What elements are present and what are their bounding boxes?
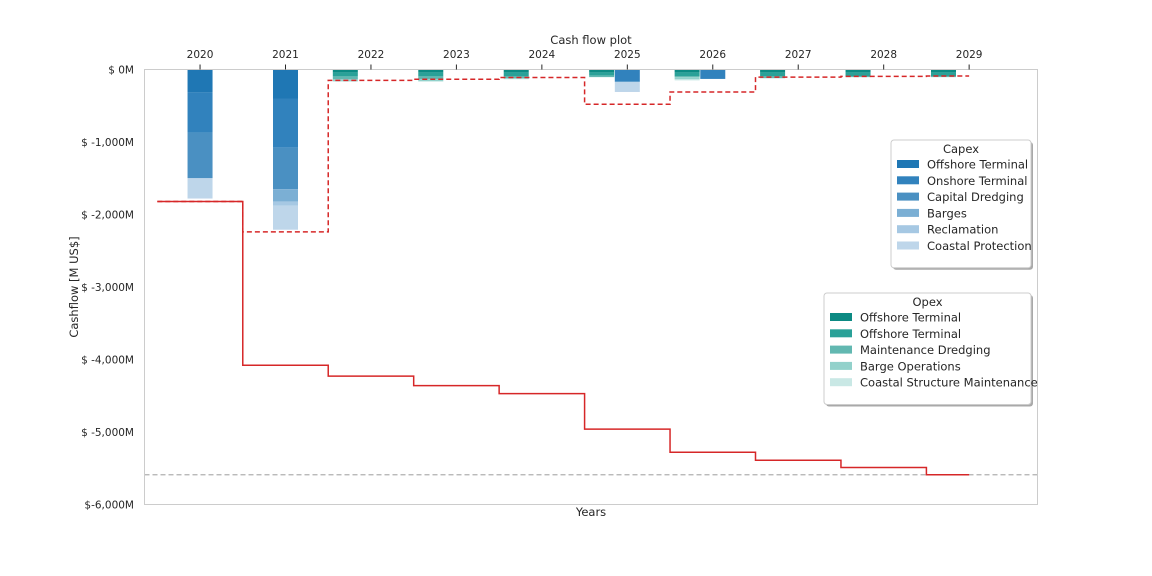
opex-legend-swatch <box>830 329 852 338</box>
opex-bar-2026-2 <box>674 76 700 78</box>
opex-bar-2022-0 <box>332 69 358 73</box>
capex-bar-2021-3 <box>273 189 298 202</box>
opex-bar-2024-3 <box>503 78 529 79</box>
x-tick-label: 2029 <box>956 49 983 61</box>
capex-legend-swatch <box>897 160 919 168</box>
opex-bar-2025-0 <box>589 69 615 73</box>
opex-legend-label: Offshore Terminal <box>860 311 961 325</box>
capex-legend-swatch <box>897 192 919 201</box>
opex-legend-label: Maintenance Dredging <box>860 343 991 357</box>
capex-legend-label: Barges <box>927 206 967 220</box>
capex-legend-label: Capital Dredging <box>927 190 1024 204</box>
y-tick-label: $ -1,000M <box>81 137 134 149</box>
opex-bar-2022-2 <box>332 76 358 80</box>
capex-bar-2020-5 <box>187 178 213 199</box>
opex-bar-2027-2 <box>760 76 786 79</box>
capex-bar-2021-2 <box>273 147 298 190</box>
opex-bar-2028-1 <box>845 72 871 77</box>
opex-legend-swatch <box>830 313 852 321</box>
y-axis: $ 0M $ -1,000M $ -2,000M $ -3,000M $ -4,000M… <box>81 65 134 512</box>
opex-legend-label: Offshore Terminal <box>860 327 961 341</box>
capex-bar-2021-1 <box>273 98 298 148</box>
capex-bar-2025-5 <box>614 81 640 92</box>
opex-bar-2024-1 <box>503 72 529 77</box>
capex-legend: Capex Offshore Terminal Onshore Terminal Ca… <box>890 139 1033 270</box>
capex-legend-label: Onshore Terminal <box>927 174 1027 188</box>
capex-legend-swatch <box>897 225 919 234</box>
opex-bar-2027-0 <box>760 69 786 73</box>
opex-bar-2024-0 <box>503 69 529 73</box>
capex-bar-2021-4 <box>273 201 298 206</box>
opex-legend-swatch <box>830 378 852 387</box>
x-tick-label: 2020 <box>187 49 214 61</box>
opex-bar-2028-0 <box>845 69 871 73</box>
y-tick-label: $ -2,000M <box>81 210 134 222</box>
opex-legend-title: Opex <box>912 295 942 309</box>
y-tick-label: $ 0M <box>108 65 134 77</box>
opex-legend-swatch <box>830 345 852 354</box>
capex-legend-box <box>890 139 1032 269</box>
y-tick-label: $ -4,000M <box>81 355 134 367</box>
capex-bar-2020-0 <box>187 69 213 93</box>
plot-frame <box>144 69 1038 505</box>
opex-bar-2023-2 <box>418 76 444 80</box>
capex-legend-label: Reclamation <box>927 223 998 237</box>
capex-bar-2025-1 <box>614 69 640 82</box>
opex-bar-2025-1 <box>589 72 615 76</box>
y-tick-label: $-6,000M <box>84 500 134 512</box>
y-axis-label: Cashflow [M US$] <box>67 236 81 337</box>
opex-legend-label: Barge Operations <box>860 359 961 373</box>
opex-legend-swatch <box>830 361 852 370</box>
opex-bar-2023-3 <box>418 79 444 82</box>
opex-legend: Opex Offshore Terminal Offshore Terminal Ma… <box>823 292 1038 407</box>
opex-bar-2026-3 <box>674 77 700 80</box>
capex-bar-2021-0 <box>273 69 298 99</box>
capex-bar-2020-2 <box>187 132 213 179</box>
opex-bar-2026-0 <box>674 69 700 73</box>
cumulative-cashflow-step-line <box>157 200 970 476</box>
x-tick-label: 2028 <box>870 49 897 61</box>
capex-bar-2020-1 <box>187 92 213 133</box>
capex-legend-swatch <box>897 176 919 185</box>
capex-legend-title: Capex <box>943 142 979 156</box>
opex-bar-2022-4 <box>332 81 358 82</box>
capex-bar-2026-1 <box>700 69 726 79</box>
x-tick-label: 2024 <box>528 49 555 61</box>
x-tick-label: 2025 <box>614 49 641 61</box>
x-axis-top: 2020 2021 2022 2023 2024 2025 2026 2027 2028 2029 <box>187 49 983 70</box>
bars-layer <box>187 69 956 230</box>
opex-bar-2026-4 <box>674 79 700 81</box>
opex-bar-2029-0 <box>931 69 956 73</box>
x-axis-label: Years <box>575 505 606 519</box>
chart-title: Cash flow plot <box>550 33 632 47</box>
opex-bar-2023-4 <box>418 81 444 82</box>
opex-bar-2023-0 <box>418 69 444 73</box>
x-tick-label: 2022 <box>358 49 385 61</box>
x-tick-label: 2026 <box>699 49 726 61</box>
opex-legend-label: Coastal Structure Maintenance <box>860 376 1038 390</box>
capex-legend-label: Coastal Protection <box>927 239 1032 253</box>
y-tick-label: $ -5,000M <box>81 427 134 439</box>
opex-bar-2027-1 <box>760 72 786 77</box>
opex-bar-2023-1 <box>418 72 444 77</box>
capex-legend-swatch <box>897 241 919 250</box>
lines-layer <box>144 75 1038 476</box>
capex-legend-swatch <box>897 208 919 217</box>
opex-bar-2026-1 <box>674 72 700 77</box>
opex-bar-2024-2 <box>503 76 529 79</box>
opex-bar-2025-2 <box>589 75 615 78</box>
x-tick-label: 2027 <box>785 49 812 61</box>
annual-cashflow-step-line <box>157 75 970 233</box>
x-tick-label: 2021 <box>272 49 299 61</box>
opex-legend-box <box>823 292 1032 405</box>
capex-bar-2021-5 <box>273 205 298 230</box>
capex-legend-label: Offshore Terminal <box>927 158 1028 172</box>
x-tick-label: 2023 <box>443 49 470 61</box>
opex-bar-2022-1 <box>332 72 358 77</box>
opex-bar-2029-1 <box>931 72 956 77</box>
y-tick-label: $ -3,000M <box>81 282 134 294</box>
